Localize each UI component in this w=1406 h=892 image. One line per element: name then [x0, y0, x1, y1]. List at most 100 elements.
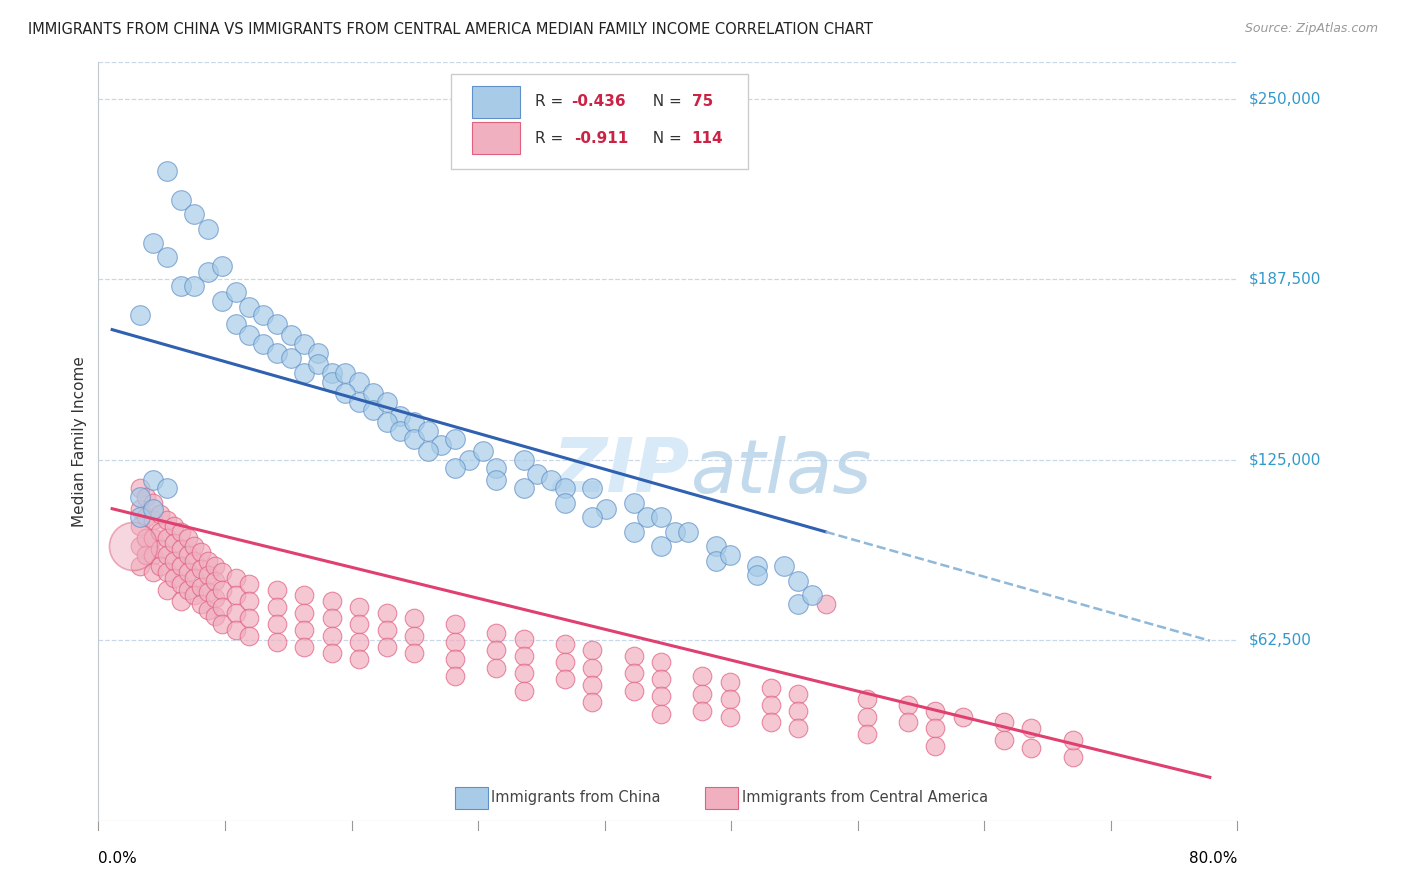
Point	[581, 482, 603, 496]
Point	[416, 424, 439, 438]
Point	[513, 482, 536, 496]
Point	[1062, 750, 1084, 764]
Point	[170, 524, 193, 539]
Point	[704, 554, 727, 568]
Point	[266, 582, 288, 597]
Point	[142, 548, 165, 562]
Point	[485, 461, 508, 475]
Point	[156, 531, 179, 545]
Point	[266, 599, 288, 614]
Text: -0.436: -0.436	[571, 95, 626, 110]
Point	[252, 337, 274, 351]
Point	[163, 519, 186, 533]
Point	[402, 415, 425, 429]
Point	[197, 585, 219, 599]
Point	[142, 496, 165, 510]
Point	[718, 692, 741, 706]
Point	[444, 669, 467, 683]
Text: N =: N =	[643, 131, 686, 145]
Point	[170, 594, 193, 608]
Text: IMMIGRANTS FROM CHINA VS IMMIGRANTS FROM CENTRAL AMERICA MEDIAN FAMILY INCOME CO: IMMIGRANTS FROM CHINA VS IMMIGRANTS FROM…	[28, 22, 873, 37]
Point	[128, 308, 150, 322]
Point	[623, 666, 645, 681]
Point	[292, 337, 315, 351]
Point	[190, 580, 212, 594]
Text: R =: R =	[534, 95, 568, 110]
Point	[211, 293, 233, 308]
Point	[623, 683, 645, 698]
Point	[402, 646, 425, 660]
Point	[292, 588, 315, 602]
Point	[347, 617, 370, 632]
Point	[197, 221, 219, 235]
Point	[347, 652, 370, 666]
Point	[225, 588, 247, 602]
Point	[225, 317, 247, 331]
Point	[856, 692, 879, 706]
Point	[897, 698, 920, 712]
FancyBboxPatch shape	[706, 787, 738, 808]
Point	[416, 444, 439, 458]
Point	[238, 611, 260, 625]
Point	[800, 588, 823, 602]
Point	[347, 634, 370, 648]
Point	[485, 473, 508, 487]
Point	[444, 433, 467, 447]
Point	[321, 375, 343, 389]
Point	[183, 554, 205, 568]
Point	[211, 566, 233, 580]
Text: atlas: atlas	[690, 436, 872, 508]
FancyBboxPatch shape	[451, 74, 748, 169]
Text: $125,000: $125,000	[1249, 452, 1320, 467]
Text: $250,000: $250,000	[1249, 91, 1320, 106]
Point	[375, 394, 398, 409]
Point	[924, 721, 946, 735]
Point	[636, 510, 658, 524]
Point	[238, 576, 260, 591]
Point	[690, 687, 713, 701]
Point	[149, 542, 172, 557]
Point	[149, 508, 172, 522]
Point	[280, 328, 302, 343]
Point	[581, 510, 603, 524]
Point	[690, 669, 713, 683]
Point	[156, 482, 179, 496]
Point	[540, 473, 562, 487]
Point	[225, 623, 247, 637]
Point	[554, 637, 576, 651]
Point	[142, 566, 165, 580]
Point	[190, 545, 212, 559]
Point	[993, 732, 1015, 747]
Point	[225, 606, 247, 620]
Text: Immigrants from China: Immigrants from China	[491, 790, 661, 805]
Point	[266, 317, 288, 331]
Point	[924, 739, 946, 753]
Point	[204, 574, 226, 588]
Point	[690, 704, 713, 718]
Point	[718, 675, 741, 690]
Point	[389, 424, 412, 438]
Point	[513, 683, 536, 698]
Point	[266, 345, 288, 359]
Point	[142, 531, 165, 545]
Point	[204, 591, 226, 606]
Point	[375, 623, 398, 637]
Point	[554, 655, 576, 669]
Point	[128, 482, 150, 496]
Point	[513, 666, 536, 681]
Point	[1062, 732, 1084, 747]
Point	[163, 554, 186, 568]
Point	[176, 548, 198, 562]
Point	[128, 539, 150, 553]
FancyBboxPatch shape	[472, 122, 520, 154]
Point	[197, 265, 219, 279]
Point	[176, 531, 198, 545]
Point	[745, 568, 768, 582]
Point	[156, 582, 179, 597]
Text: 114: 114	[692, 131, 724, 145]
Point	[650, 539, 672, 553]
Point	[135, 531, 157, 545]
Point	[430, 438, 453, 452]
Point	[163, 536, 186, 550]
Point	[197, 603, 219, 617]
